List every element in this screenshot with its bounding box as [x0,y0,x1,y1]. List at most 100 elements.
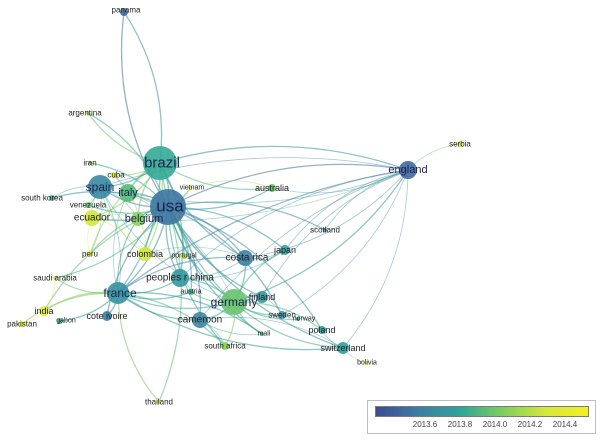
node-france[interactable] [107,282,129,304]
node-colombia[interactable] [138,247,152,261]
node-usa[interactable] [150,189,186,225]
node-label-poland: poland [308,325,335,335]
node-cameroon[interactable] [192,312,208,328]
link-costa_rica-colombia [144,246,246,259]
node-panama[interactable] [120,8,128,16]
link-england-japan [284,169,409,251]
link-peoples_r_china-japan [179,249,286,279]
node-label-england: england [388,164,427,176]
node-label-bolivia: bolivia [357,360,377,367]
node-label-peoples-r-china: peoples r china [146,273,214,284]
node-label-cameroon: cameroon [178,315,222,326]
node-australia[interactable] [268,184,276,192]
node-label-thailand: thailand [145,398,173,407]
node-mali[interactable] [260,332,264,336]
link-france-mali [117,291,263,335]
link-brazil-germany [159,162,235,303]
node-label-south-korea: south korea [21,194,63,203]
node-south-africa[interactable] [221,342,229,350]
node-label-gabon: gabon [56,318,76,325]
node-norway[interactable] [296,317,300,321]
network-nodes [19,8,463,404]
legend-tick: 2014.4 [552,420,578,429]
node-label-sweden: sweden [268,311,296,320]
node-label-saudi-arabia: saudi arabia [33,274,77,283]
node-poland[interactable] [318,326,326,334]
link-england-sweden [281,169,409,316]
node-label-panama: panama [112,6,141,15]
legend-tick: 2014.0 [482,420,508,429]
link-england-costa_rica [244,169,409,259]
node-cuba[interactable] [111,172,117,178]
node-label-vietnam: vietnam [180,185,205,192]
link-italy-france [112,192,129,294]
link-cameroon-switzerland [199,316,344,349]
node-finland[interactable] [256,291,268,303]
node-ecuador[interactable] [84,210,100,226]
node-label-norway: norway [293,316,316,323]
node-label-colombia: colombia [127,249,163,259]
node-bolivia[interactable] [365,361,369,365]
node-label-cote-divoire: cote ivoire [86,311,127,321]
node-label-finland: finland [249,292,276,302]
node-label-india: india [34,306,53,316]
node-label-venezuela: venezuela [70,201,107,210]
node-switzerland[interactable] [337,342,349,354]
node-iran[interactable] [88,161,92,165]
node-scotland[interactable] [323,228,327,232]
node-costa-rica[interactable] [237,250,253,266]
node-pakistan[interactable] [19,321,25,327]
node-gabon[interactable] [57,318,63,324]
node-portugal[interactable] [181,253,187,259]
node-argentina[interactable] [86,111,90,115]
node-label-iran: iran [83,159,96,168]
node-peoples-r-china[interactable] [171,269,189,287]
node-label-south-africa: south africa [204,342,246,351]
node-austria[interactable] [188,289,194,295]
link-brazil-england [159,145,409,171]
node-spain[interactable] [88,175,112,199]
node-vietnam[interactable] [188,186,192,190]
node-sweden[interactable] [278,311,286,319]
node-label-belgium: belgium [125,213,164,225]
node-label-usa: usa [156,197,184,216]
legend-tick: 2014.2 [517,420,543,429]
link-france-thailand [117,292,160,403]
node-saudi-arabia[interactable] [53,276,57,280]
link-france-costa_rica [117,256,246,294]
node-south-korea[interactable] [49,195,55,201]
node-label-france: france [103,286,137,300]
node-cote-divoire[interactable] [102,311,112,321]
link-usa-england [167,163,409,208]
node-peru[interactable] [87,251,93,257]
node-brazil[interactable] [143,146,177,180]
link-vietnam-australia [189,180,273,189]
link-france-england [117,169,409,294]
link-germany-switzerland [233,301,344,349]
node-label-mali: mali [258,331,271,338]
link-usa-scotland [167,201,326,231]
legend-tick: 2013.8 [447,420,473,429]
link-france-pakistan [21,292,119,325]
node-venezuela[interactable] [85,202,91,208]
node-india[interactable] [39,306,49,316]
link-england-peoples_r_china [179,169,409,279]
node-england[interactable] [399,161,417,179]
node-belgium[interactable] [131,212,145,226]
node-japan[interactable] [280,245,290,255]
link-england-finland [261,169,409,298]
node-label-peru: peru [82,250,98,259]
node-label-australia: australia [255,183,289,193]
node-italy[interactable] [119,184,137,202]
score-color-legend: 2013.6 2013.8 2014.0 2014.2 2014.4 [367,400,596,434]
link-usa-thailand [158,206,182,403]
link-france-germany [117,292,235,310]
node-germany[interactable] [221,289,247,315]
node-label-costa-rica: costa rica [226,253,269,264]
link-italy-germany [127,192,235,303]
node-thailand[interactable] [157,400,161,404]
node-label-portugal: portugal [171,253,197,260]
link-spain-england [99,157,409,188]
node-serbia[interactable] [457,141,463,147]
